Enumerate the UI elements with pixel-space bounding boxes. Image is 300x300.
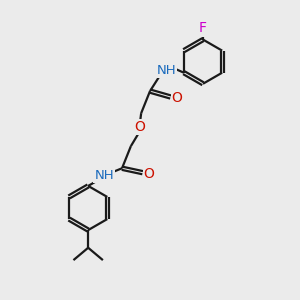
Text: F: F xyxy=(199,21,207,35)
Text: O: O xyxy=(172,92,182,106)
Text: O: O xyxy=(134,120,145,134)
Text: NH: NH xyxy=(94,169,114,182)
Text: NH: NH xyxy=(156,64,176,77)
Text: O: O xyxy=(144,167,154,181)
